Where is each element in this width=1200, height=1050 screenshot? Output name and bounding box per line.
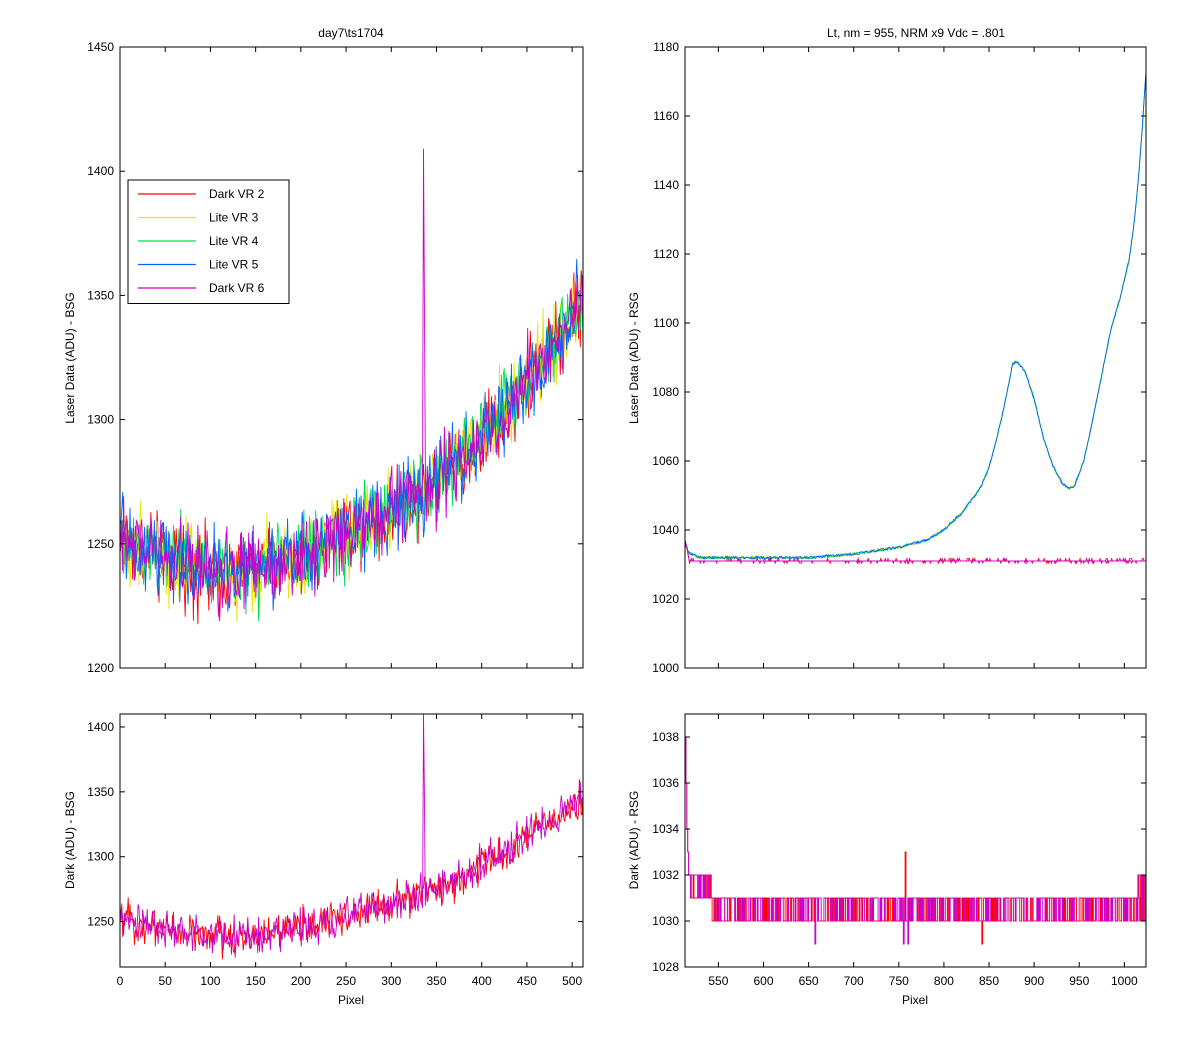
chart-top-left: 1200 1250 1300 1350 1400 1450 day7\ts1704 Las… (63, 26, 584, 675)
y-tick-label: 1300 (87, 413, 114, 427)
x-tick-label: 800 (934, 974, 954, 988)
legend-label: Lite VR 4 (209, 234, 259, 248)
legend-label: Lite VR 5 (209, 258, 259, 272)
y-axis-label: Laser Data (ADU) - RSG (627, 292, 641, 424)
chart-title: day7\ts1704 (318, 26, 384, 40)
legend-label: Dark VR 6 (209, 281, 265, 295)
x-tick-label: 200 (291, 974, 311, 988)
y-tick-label: 1036 (652, 776, 679, 790)
tick-layer: 550 600 650 700 750 800 850 900 950 1000 1028 1030 1… (652, 714, 1146, 988)
y-tick-label: 1032 (652, 868, 679, 882)
x-tick-label: 50 (159, 974, 173, 988)
series-line-dark-vr-6 (685, 540, 1146, 565)
y-tick-label: 1200 (87, 661, 114, 675)
y-tick-label: 1450 (87, 40, 114, 54)
series-line-dark-vr-6 (685, 736, 1146, 945)
y-tick-label: 1028 (652, 960, 679, 974)
y-tick-label: 1000 (652, 661, 679, 675)
x-tick-label: 650 (799, 974, 819, 988)
axes-frame (684, 46, 1147, 669)
tick-layer: 1200 1250 1300 1350 1400 1450 (87, 40, 583, 675)
y-tick-label: 1020 (652, 592, 679, 606)
y-tick-label: 1400 (87, 720, 114, 734)
y-tick-label: 1250 (87, 537, 114, 551)
series-layer (685, 72, 1146, 565)
legend: Dark VR 2 Lite VR 3 Lite VR 4 Lite VR 5 Dark… (127, 179, 290, 304)
x-tick-label: 850 (979, 974, 999, 988)
series-layer (120, 148, 583, 625)
x-tick-label: 350 (426, 974, 446, 988)
chart-top-right: 1000 1020 1040 1060 1080 1100 1120 1140 1160 1180… (627, 26, 1147, 675)
x-tick-label: 900 (1024, 974, 1044, 988)
y-tick-label: 1080 (652, 385, 679, 399)
x-tick-label: 0 (117, 974, 124, 988)
y-axis-label: Laser Data (ADU) - BSG (63, 292, 77, 423)
x-tick-label: 550 (708, 974, 728, 988)
series-layer (120, 714, 583, 960)
x-tick-label: 450 (517, 974, 537, 988)
tick-layer: 0 50 100 150 200 250 300 350 400 450 500 1250 1300 13… (87, 714, 583, 988)
axes-frame (119, 713, 584, 968)
chart-bottom-right: 550 600 650 700 750 800 850 900 950 1000 1028 1030 1… (627, 713, 1147, 1007)
x-tick-label: 150 (246, 974, 266, 988)
y-tick-label: 1040 (652, 523, 679, 537)
y-tick-label: 1180 (653, 40, 679, 54)
x-tick-label: 1000 (1111, 974, 1138, 988)
y-tick-label: 1300 (87, 850, 114, 864)
y-axis-label: Dark (ADU) - BSG (63, 791, 77, 889)
x-tick-label: 300 (381, 974, 401, 988)
x-tick-label: 500 (562, 974, 582, 988)
series-layer (685, 736, 1146, 945)
y-tick-label: 1120 (653, 247, 679, 261)
series-line-dark-vr-6 (120, 714, 583, 958)
y-tick-label: 1038 (652, 730, 679, 744)
x-axis-label: Pixel (338, 993, 364, 1007)
x-tick-label: 400 (472, 974, 492, 988)
legend-box (127, 179, 290, 304)
y-tick-label: 1140 (653, 178, 679, 192)
chart-title: Lt, nm = 955, NRM x9 Vdc = .801 (827, 26, 1005, 40)
y-tick-label: 1034 (652, 822, 679, 836)
axes-frame (684, 713, 1147, 968)
series-line-lite-vr-5 (685, 72, 1146, 561)
y-tick-label: 1030 (652, 914, 679, 928)
x-tick-label: 750 (889, 974, 909, 988)
x-tick-label: 600 (753, 974, 773, 988)
axes-frame (119, 46, 584, 669)
legend-label: Dark VR 2 (209, 187, 265, 201)
y-tick-label: 1160 (653, 109, 679, 123)
x-tick-label: 250 (336, 974, 356, 988)
y-tick-label: 1060 (652, 454, 679, 468)
series-line-dark-vr-6 (120, 148, 583, 618)
x-tick-label: 100 (200, 974, 220, 988)
y-tick-label: 1250 (87, 915, 114, 929)
x-tick-label: 700 (844, 974, 864, 988)
chart-bottom-left: 0 50 100 150 200 250 300 350 400 450 500 1250 1300 13… (63, 713, 584, 1007)
x-axis-label: Pixel (902, 993, 928, 1007)
x-tick-label: 950 (1069, 974, 1089, 988)
legend-label: Lite VR 3 (209, 211, 259, 225)
y-tick-label: 1350 (87, 785, 114, 799)
y-axis-label: Dark (ADU) - RSG (627, 791, 641, 890)
y-tick-label: 1100 (653, 316, 679, 330)
y-tick-label: 1350 (87, 288, 114, 302)
y-tick-label: 1400 (87, 164, 114, 178)
tick-layer: 1000 1020 1040 1060 1080 1100 1120 1140 1160 1180 (652, 40, 1146, 675)
